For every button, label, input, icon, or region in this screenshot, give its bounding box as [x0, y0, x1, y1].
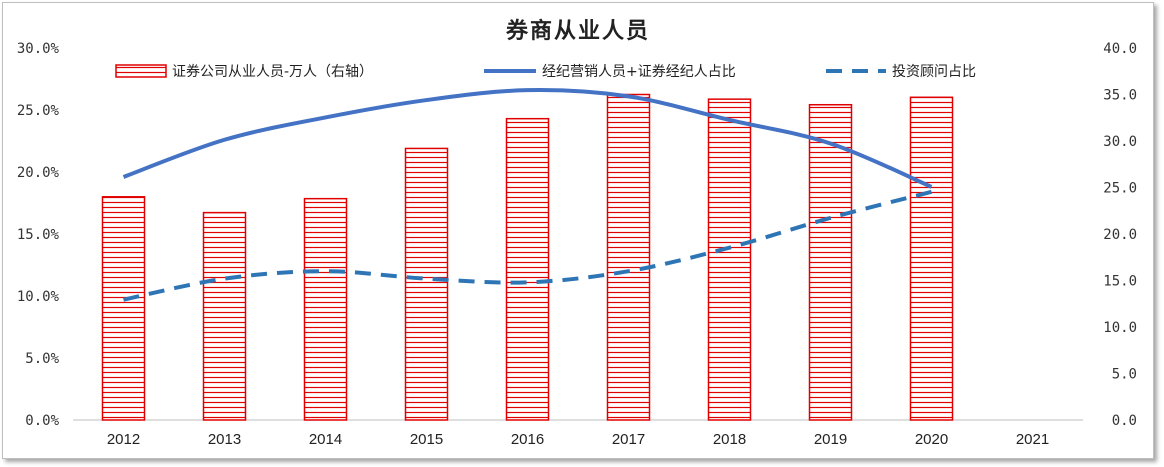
series-line: [122, 88, 933, 189]
y-right-tick-label: 5.0: [1112, 367, 1137, 383]
y-right-tick-label: 15.0: [1103, 274, 1137, 290]
x-tick-label: 2013: [208, 431, 241, 448]
x-tick-label: 2019: [814, 431, 847, 448]
chart-frame: 券商从业人员: [2, 2, 1154, 459]
bar: [404, 147, 449, 421]
y-right-tick-label: 0.0: [1112, 413, 1137, 429]
bar: [808, 103, 853, 421]
chart-title: 券商从业人员: [505, 18, 650, 44]
bar: [505, 117, 550, 421]
y-right-tick-label: 20.0: [1103, 227, 1137, 243]
x-tick-label: 2017: [612, 431, 645, 448]
series-line-dashed: [123, 189, 932, 302]
y-left-tick-label: 20.0%: [17, 165, 60, 181]
y-left-tick-label: 5.0%: [25, 351, 59, 367]
y-right-tick-label: 25.0: [1103, 181, 1137, 197]
x-tick-label: 2012: [107, 431, 140, 448]
y-right-tick-label: 40.0: [1103, 41, 1137, 57]
bar: [303, 197, 348, 421]
x-tick-label: 2014: [309, 431, 342, 448]
legend-label: 经纪营销人员+证券经纪人占比: [542, 64, 736, 80]
bar: [101, 196, 146, 421]
y-right-tick-label: 30.0: [1103, 134, 1137, 150]
legend: 证券公司从业人员-万人（右轴） 经纪营销人员+证券经纪人占比 投资顾问占比: [115, 64, 976, 80]
y-left-tick-label: 25.0%: [17, 103, 60, 119]
legend-label: 证券公司从业人员-万人（右轴）: [172, 64, 373, 80]
x-tick-label: 2016: [511, 431, 544, 448]
bar: [909, 96, 954, 421]
lines-layer: [122, 88, 933, 302]
axes-layer: 0.0% 5.0% 10.0% 15.0% 20.0% 25.0% 30.0% 0.0 5.0 1…: [17, 41, 1137, 448]
bar: [707, 98, 752, 421]
legend-label: 投资顾问占比: [892, 64, 976, 80]
x-tick-label: 2018: [713, 431, 746, 448]
bar: [202, 211, 247, 421]
y-left-tick-label: 0.0%: [25, 413, 59, 429]
y-left-tick-label: 30.0%: [17, 41, 60, 57]
y-right-tick-label: 35.0: [1103, 88, 1137, 104]
y-right-tick-label: 10.0: [1103, 320, 1137, 336]
y-left-tick-label: 10.0%: [17, 289, 60, 305]
legend-swatch-bar: [115, 64, 167, 78]
bars-layer: [101, 93, 954, 421]
y-left-tick-label: 15.0%: [17, 227, 60, 243]
bar: [606, 93, 651, 421]
x-tick-label: 2021: [1016, 431, 1049, 448]
x-tick-label: 2015: [410, 431, 443, 448]
x-tick-label: 2020: [915, 431, 948, 448]
